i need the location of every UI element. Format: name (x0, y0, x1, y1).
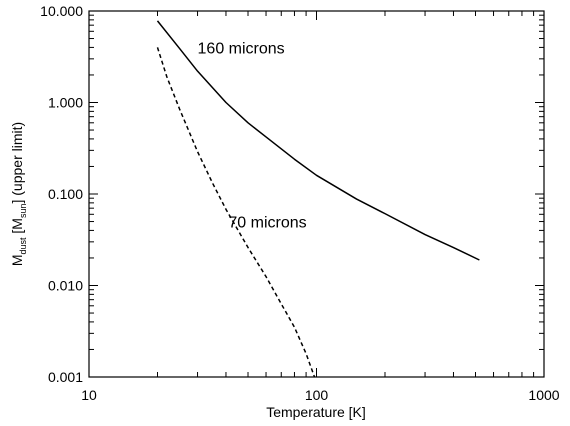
series-line-solid (156, 20, 480, 261)
series (156, 20, 480, 378)
y-tick-label: 1.000 (48, 95, 83, 111)
y-axis-title: Mdust [Msun] (upper limit) (9, 122, 28, 266)
y-axis-title-open: [M (9, 218, 25, 237)
y-axis-title-unit-sub: sun (18, 204, 28, 219)
y-tick-label: 0.010 (48, 278, 83, 294)
y-axis-title-close: ] (upper limit) (9, 122, 25, 204)
x-tick-label: 10 (81, 387, 97, 403)
series-annotation: 70 microns (228, 215, 306, 232)
series-annotation: 160 microns (198, 40, 285, 57)
y-tick-label: 10.000 (40, 3, 83, 19)
y-axis-title-m: M (9, 255, 25, 267)
ticks (88, 11, 544, 378)
tick-labels: 10 100 1000 0.001 0.010 0.100 1.000 10.000 (40, 3, 560, 403)
y-tick-label: 0.100 (48, 186, 83, 202)
x-tick-label: 1000 (528, 387, 559, 403)
plot-frame (88, 10, 545, 378)
annotations: 160 microns 70 microns (198, 40, 307, 231)
x-tick-label: 100 (305, 387, 329, 403)
series-line-dashed (156, 47, 316, 378)
y-tick-label: 0.001 (48, 369, 83, 385)
x-axis-title: Temperature [K] (266, 404, 366, 420)
y-axis-title-m-sub: dust (18, 237, 28, 255)
